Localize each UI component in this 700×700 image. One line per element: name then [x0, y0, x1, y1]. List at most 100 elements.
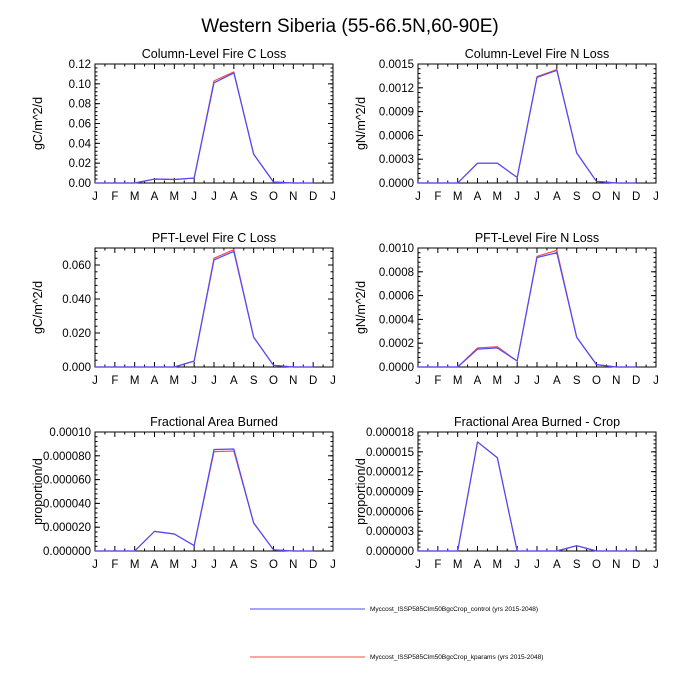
x-tick-label: A [553, 559, 561, 571]
x-tick-label: M [493, 375, 503, 387]
x-tick-label: J [514, 559, 520, 571]
y-tick-label: 0.04 [69, 138, 92, 150]
x-tick-label: J [92, 191, 98, 203]
series-line-control [418, 252, 637, 368]
y-tick-label: 0.06 [69, 119, 91, 131]
y-tick-label: 0.0000 [379, 362, 414, 374]
panel-title: Column-Level Fire N Loss [465, 47, 610, 61]
x-tick-label: J [653, 559, 659, 571]
x-tick-label: O [592, 191, 601, 203]
panel-6: Fractional Area Burned - Crop proportion/… [354, 415, 659, 571]
x-tick-label: S [573, 375, 581, 387]
x-tick-label: F [434, 375, 441, 387]
x-tick-label: J [653, 375, 659, 387]
x-tick-label: J [330, 191, 336, 203]
y-tick-label: 0.12 [69, 59, 91, 71]
series-line-control [418, 441, 637, 552]
x-tick-label: S [250, 559, 258, 571]
x-tick-label: J [330, 375, 336, 387]
figure-title: Western Siberia (55-66.5N,60-90E) [201, 16, 498, 37]
y-tick-label: 0.000060 [43, 475, 91, 487]
x-tick-label: O [269, 375, 278, 387]
x-tick-label: D [309, 191, 317, 203]
x-tick-label: A [474, 191, 482, 203]
x-tick-label: F [434, 559, 441, 571]
y-tick-label: 0.0006 [379, 130, 414, 142]
x-tick-label: J [191, 559, 197, 571]
x-tick-label: J [514, 375, 520, 387]
x-tick-label: N [612, 559, 620, 571]
x-tick-label: J [534, 559, 540, 571]
x-tick-label: A [474, 559, 482, 571]
x-tick-label: S [573, 559, 581, 571]
y-tick-label: 0.0008 [379, 267, 414, 279]
x-tick-label: J [92, 559, 98, 571]
y-tick-label: 0.000080 [43, 451, 91, 463]
x-tick-label: S [573, 191, 581, 203]
y-tick-label: 0.020 [62, 328, 91, 340]
x-tick-label: D [632, 191, 640, 203]
series-line-kparams [95, 71, 314, 184]
y-axis-label: gN/m^2/d [354, 281, 368, 334]
plot-frame [417, 63, 657, 184]
y-tick-label: 0.10 [69, 79, 91, 91]
y-tick-label: 0.000040 [43, 498, 91, 510]
x-tick-label: J [415, 559, 421, 571]
y-tick-label: 0.040 [62, 294, 91, 306]
legend-item-control: Myccost_ISSP585Clm50BgcCrop_control (yrs… [250, 606, 538, 613]
panel-title: Fractional Area Burned - Crop [454, 415, 620, 429]
y-tick-label: 0.00 [69, 178, 91, 190]
x-tick-label: F [111, 559, 118, 571]
x-tick-label: J [211, 375, 217, 387]
x-tick-label: A [553, 191, 561, 203]
y-tick-label: 0.0012 [379, 83, 414, 95]
y-tick-label: 0.000015 [366, 447, 414, 459]
x-tick-label: F [111, 375, 118, 387]
x-tick-label: O [592, 375, 601, 387]
x-tick-label: N [612, 375, 620, 387]
y-tick-label: 0.000018 [366, 427, 414, 439]
series-line-control [95, 250, 314, 368]
x-tick-label: M [130, 559, 140, 571]
y-tick-label: 0.000012 [366, 467, 414, 479]
x-tick-label: M [170, 375, 180, 387]
x-tick-label: N [612, 191, 620, 203]
x-tick-label: J [653, 191, 659, 203]
legend-label-control: Myccost_ISSP585Clm50BgcCrop_control (yrs… [370, 606, 538, 613]
x-tick-label: M [170, 559, 180, 571]
y-tick-label: 0.0002 [379, 338, 414, 350]
y-axis-label: proportion/d [354, 458, 368, 525]
y-tick-label: 0.000003 [366, 526, 414, 538]
x-tick-label: D [309, 375, 317, 387]
x-tick-label: M [130, 191, 140, 203]
x-tick-label: S [250, 375, 258, 387]
x-tick-label: J [415, 375, 421, 387]
x-tick-label: D [309, 559, 317, 571]
series-line-control [95, 448, 314, 552]
x-tick-label: A [151, 559, 159, 571]
plot-frame [417, 247, 657, 368]
x-tick-label: M [453, 191, 463, 203]
plot-frame [417, 431, 657, 552]
series-line-kparams [418, 441, 637, 552]
x-tick-label: M [130, 375, 140, 387]
y-tick-label: 0.0004 [379, 314, 415, 326]
x-tick-label: A [230, 559, 238, 571]
y-tick-label: 0.000 [62, 362, 91, 374]
y-axis-label: gC/m^2/d [31, 281, 45, 334]
x-tick-label: J [330, 559, 336, 571]
series-line-control [418, 69, 637, 184]
x-tick-label: J [191, 191, 197, 203]
panel-title: Column-Level Fire C Loss [142, 47, 287, 61]
y-tick-label: 0.000009 [366, 487, 414, 499]
x-tick-label: J [211, 559, 217, 571]
legend-label-kparams: Myccost_ISSP585Clm50BgcCrop_kparams (yrs… [370, 654, 543, 661]
y-tick-label: 0.08 [69, 99, 91, 111]
y-tick-label: 0.02 [69, 158, 91, 170]
x-tick-label: J [92, 375, 98, 387]
y-tick-label: 0.000006 [366, 506, 414, 518]
